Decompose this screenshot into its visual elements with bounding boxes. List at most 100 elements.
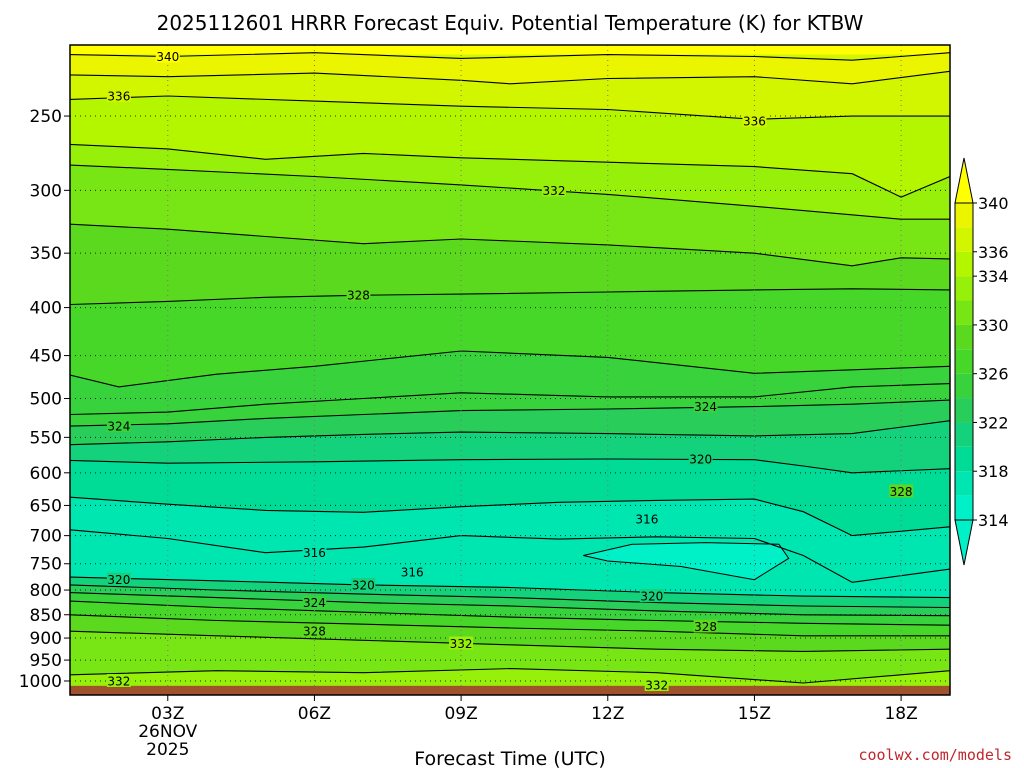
x-tick-label: 09Z xyxy=(444,704,477,724)
contour-line-324 xyxy=(70,592,950,617)
y-axis: 250 300 350 400 450 500 550 600 650 700 750 800 850 9… xyxy=(19,107,70,692)
contour-line-330 xyxy=(70,223,950,267)
contour-label-text: 328 xyxy=(694,620,717,634)
contour-line-325 xyxy=(70,383,950,416)
contour-label: 340 xyxy=(155,49,180,64)
contour-line-318 xyxy=(70,496,950,537)
y-tick-label: 900 xyxy=(30,629,62,649)
contour-label-text: 324 xyxy=(107,420,130,434)
contour-label-bg xyxy=(688,451,713,465)
y-tick-label: 850 xyxy=(30,606,62,626)
y-tick-label: 1000 xyxy=(19,672,62,692)
x-tick-sublabel: 26NOV xyxy=(138,722,197,742)
credit-text: coolwx.com/models xyxy=(858,746,1012,764)
y-tick-label: 550 xyxy=(30,428,62,448)
x-tick-label: 15Z xyxy=(738,704,771,724)
contour-label-bg xyxy=(693,399,718,413)
contour-label-bg xyxy=(449,636,474,650)
contour-label: 320 xyxy=(639,589,664,604)
colorbar-tick-label: 330 xyxy=(978,316,1009,335)
contour-label: 332 xyxy=(106,673,131,688)
plot-area: 340 336 336 332 328 324 324 320 328 316 316 316 320 3… xyxy=(70,45,950,695)
contour-label-text: 328 xyxy=(303,625,326,639)
colorbar-segment xyxy=(955,349,973,374)
contour-label: 320 xyxy=(688,451,713,466)
contour-label: 328 xyxy=(302,624,327,639)
contour-label: 328 xyxy=(889,484,914,499)
colorbar-extend-top xyxy=(954,157,974,204)
colorbar-segment xyxy=(955,300,973,325)
contour-label-text: 336 xyxy=(107,90,130,104)
colorbar-tick-label: 314 xyxy=(978,511,1009,530)
contour-label-bg xyxy=(302,595,327,609)
contour-line-328 xyxy=(70,614,950,637)
contour-label-text: 320 xyxy=(107,573,130,587)
plot-frame xyxy=(69,44,951,696)
contour-line-340 xyxy=(70,52,950,61)
contour-label: 324 xyxy=(693,399,718,414)
contour-line-338 xyxy=(70,70,950,85)
contour-label-bg xyxy=(106,572,131,586)
contour-label-bg xyxy=(542,183,566,197)
contour-label: 336 xyxy=(742,113,767,128)
contour-label: 332 xyxy=(449,636,474,651)
contour-label-bg xyxy=(742,113,767,127)
colorbar-tick-label: 318 xyxy=(978,462,1009,481)
contour-label-text: 320 xyxy=(689,452,712,466)
contour-label-bg xyxy=(644,678,669,692)
contour-label: 328 xyxy=(693,619,718,634)
contour-label: 328 xyxy=(346,288,371,303)
contour-line-332 xyxy=(70,164,950,220)
colorbar-segment xyxy=(955,373,973,399)
contour-line-326 xyxy=(70,600,950,626)
contour-label: 316 xyxy=(302,545,327,560)
contour-label: 336 xyxy=(106,89,131,104)
contour-label-text: 332 xyxy=(645,679,668,693)
contour-label-bg xyxy=(639,589,664,603)
contour-label-text: 336 xyxy=(743,114,766,128)
y-tick-label: 400 xyxy=(30,299,62,319)
contour-line-328 xyxy=(70,288,950,306)
contour-fills xyxy=(70,45,950,695)
contour-label-text: 316 xyxy=(635,512,658,526)
contour-label-bg xyxy=(106,419,131,433)
contour-line-320 xyxy=(70,458,950,474)
contour-label-bg xyxy=(302,624,327,638)
contour-label-bg xyxy=(106,673,131,687)
colorbar-segment xyxy=(955,251,973,277)
colorbar-frame xyxy=(954,202,974,521)
contour-label-bg xyxy=(400,564,425,578)
contour-label-text: 316 xyxy=(401,565,424,579)
contour-label-text: 324 xyxy=(694,400,717,414)
y-tick-label: 950 xyxy=(30,651,62,671)
colorbar-tick-label: 334 xyxy=(978,267,1009,286)
x-tick-label: 12Z xyxy=(591,704,624,724)
contour-label-bg xyxy=(351,577,376,591)
contour-label-text: 328 xyxy=(890,485,913,499)
colorbar-segment xyxy=(955,495,973,520)
contour-label-text: 316 xyxy=(303,546,326,560)
contour-label-bg xyxy=(889,484,914,498)
colorbar-segment xyxy=(955,203,973,228)
contour-label-bg xyxy=(155,49,180,63)
y-tick-label: 750 xyxy=(30,555,62,575)
y-tick-label: 350 xyxy=(30,244,62,264)
contour-line-334 xyxy=(70,143,950,198)
x-tick-label: 18Z xyxy=(884,704,917,724)
contour-label: 316 xyxy=(634,511,659,526)
contour-label: 324 xyxy=(302,595,327,610)
contour-label-text: 340 xyxy=(156,50,179,64)
contour-label-text: 332 xyxy=(450,637,473,651)
cold-pocket xyxy=(583,542,790,581)
colorbar-tick-label: 326 xyxy=(978,365,1009,384)
contour-line-322 xyxy=(70,420,950,446)
contour-label-text: 324 xyxy=(303,596,326,610)
colorbar-segment xyxy=(955,422,973,447)
contour-line-332 xyxy=(70,668,950,684)
contour-label-bg xyxy=(302,545,327,559)
y-tick-label: 600 xyxy=(30,464,62,484)
contour-label-text: 332 xyxy=(543,184,566,198)
contour-line-336 xyxy=(70,95,950,120)
colorbar: 314 318 322 326 330 334 336 340 xyxy=(954,157,1009,566)
